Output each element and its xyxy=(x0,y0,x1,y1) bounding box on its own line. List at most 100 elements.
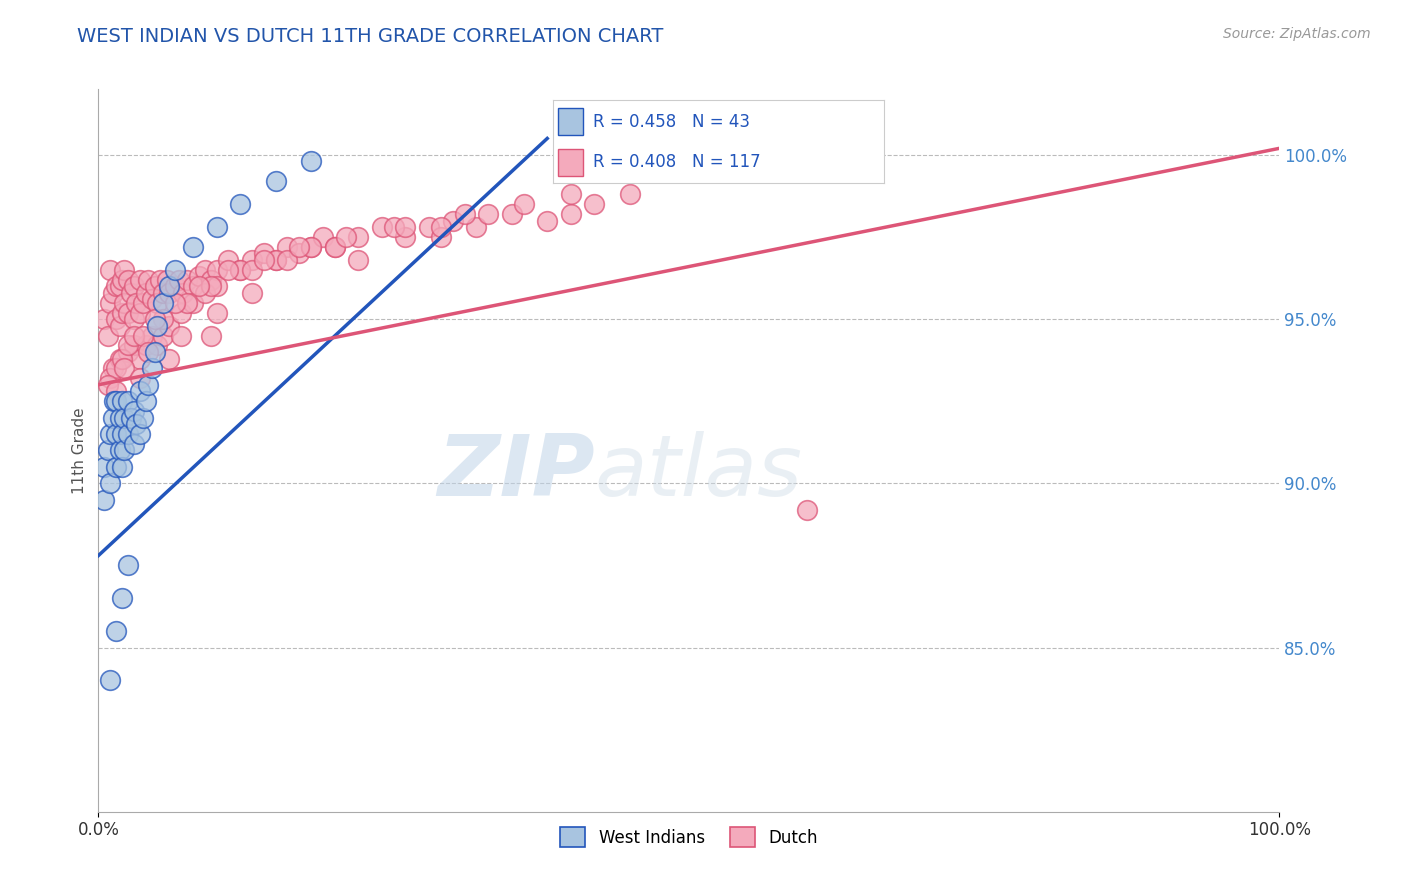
Point xyxy=(205,305,228,319)
Point xyxy=(418,220,440,235)
Point xyxy=(194,263,217,277)
Point xyxy=(276,252,298,267)
Point xyxy=(172,285,194,300)
Point xyxy=(128,384,150,399)
Point xyxy=(430,230,453,244)
Point xyxy=(101,285,124,300)
Point xyxy=(157,318,180,333)
Point xyxy=(200,328,222,343)
Point xyxy=(253,252,276,267)
Point xyxy=(121,410,143,425)
Point xyxy=(111,305,134,319)
Point xyxy=(229,263,252,277)
Point xyxy=(141,361,163,376)
Point xyxy=(97,377,120,392)
Point xyxy=(371,220,394,235)
Point xyxy=(98,673,121,688)
Point xyxy=(117,273,139,287)
Point xyxy=(108,318,131,333)
Point xyxy=(122,404,145,418)
Point xyxy=(264,174,287,188)
Point xyxy=(796,502,818,516)
Point xyxy=(108,443,131,458)
Point xyxy=(105,427,128,442)
Point xyxy=(165,263,187,277)
Point xyxy=(323,240,346,254)
Point xyxy=(152,328,174,343)
Point xyxy=(152,312,174,326)
Point xyxy=(299,240,322,254)
Point xyxy=(512,197,534,211)
Point xyxy=(465,220,488,235)
Point xyxy=(536,213,558,227)
Point xyxy=(187,269,209,284)
Point xyxy=(111,459,134,474)
Point xyxy=(217,252,239,267)
Point xyxy=(205,263,228,277)
Point xyxy=(205,279,228,293)
Point xyxy=(93,459,115,474)
Point xyxy=(136,345,159,359)
Point xyxy=(347,252,370,267)
Point xyxy=(117,394,139,409)
Point xyxy=(165,279,187,293)
Point xyxy=(122,328,145,343)
Point xyxy=(264,252,287,267)
Point xyxy=(167,273,190,287)
Point xyxy=(394,230,416,244)
Point xyxy=(128,351,150,366)
Point xyxy=(181,240,204,254)
Point xyxy=(98,295,121,310)
Text: atlas: atlas xyxy=(595,431,803,514)
Point xyxy=(105,459,128,474)
Point xyxy=(229,197,252,211)
Point xyxy=(128,427,150,442)
Point xyxy=(217,263,239,277)
Point xyxy=(108,279,131,293)
Point xyxy=(98,476,121,491)
Point xyxy=(253,246,276,260)
Point xyxy=(276,240,298,254)
Point xyxy=(117,345,139,359)
Point xyxy=(111,394,134,409)
Point xyxy=(112,295,135,310)
Point xyxy=(112,410,135,425)
Point xyxy=(288,246,311,260)
Point xyxy=(111,351,134,366)
Point xyxy=(157,285,180,300)
Point xyxy=(382,220,405,235)
Point xyxy=(143,279,166,293)
Point xyxy=(117,338,139,352)
Point xyxy=(105,624,128,639)
Point xyxy=(93,492,115,507)
Point xyxy=(112,263,135,277)
Point xyxy=(93,312,115,326)
Point xyxy=(194,285,217,300)
Point xyxy=(176,295,198,310)
Point xyxy=(117,427,139,442)
Point xyxy=(312,230,335,244)
Point xyxy=(200,273,222,287)
Point xyxy=(205,220,228,235)
Point xyxy=(152,285,174,300)
Point xyxy=(135,285,157,300)
Point xyxy=(98,371,121,385)
Point xyxy=(264,252,287,267)
Point xyxy=(136,273,159,287)
Point xyxy=(105,384,128,399)
Point xyxy=(170,305,193,319)
Point xyxy=(97,328,120,343)
Point xyxy=(165,295,187,310)
Point xyxy=(111,273,134,287)
Point xyxy=(299,240,322,254)
Point xyxy=(181,279,204,293)
Point xyxy=(335,230,357,244)
Point xyxy=(101,361,124,376)
Point xyxy=(560,187,582,202)
Point xyxy=(122,312,145,326)
Point xyxy=(619,187,641,202)
Point xyxy=(112,443,135,458)
Point xyxy=(105,361,128,376)
Point xyxy=(117,305,139,319)
Point xyxy=(125,417,148,432)
